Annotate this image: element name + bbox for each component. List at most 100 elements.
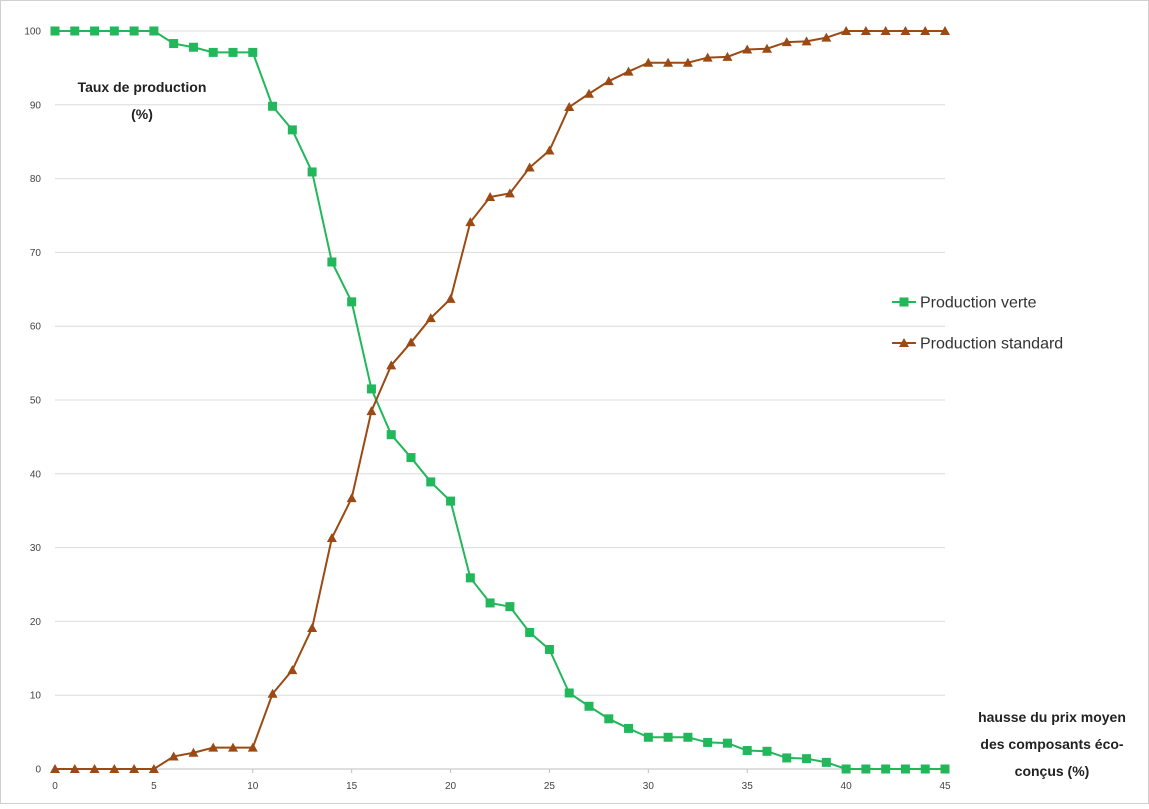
legend-marker-production-verte (899, 297, 909, 307)
data-point-production-standard (109, 764, 120, 773)
data-point-production-standard (603, 76, 614, 86)
y-tick-label-50: 50 (30, 396, 42, 407)
data-point-production-standard (564, 102, 575, 112)
series (50, 26, 950, 774)
data-point-production-standard (940, 26, 950, 35)
data-point-production-standard (504, 188, 515, 198)
data-point-production-standard (682, 57, 693, 67)
data-point-production-verte (782, 753, 792, 763)
data-point-production-standard (702, 52, 713, 62)
legend-item-production-standard: Production standard (892, 336, 1063, 353)
data-point-production-standard (247, 742, 258, 752)
data-point-production-verte (683, 732, 693, 742)
data-point-production-standard (386, 360, 397, 370)
data-point-production-standard (524, 162, 535, 172)
data-point-production-standard (188, 747, 199, 757)
data-point-production-standard (584, 88, 594, 98)
data-point-production-standard (346, 493, 357, 503)
data-point-production-standard (643, 57, 654, 67)
data-point-production-verte (406, 453, 416, 463)
data-point-production-verte (446, 496, 456, 506)
data-point-production-standard (267, 688, 278, 698)
data-point-production-standard (445, 293, 456, 303)
data-point-production-verte (841, 764, 851, 774)
x-tick-label-30: 30 (643, 781, 655, 792)
data-point-production-standard (89, 764, 100, 773)
data-point-production-verte (643, 732, 653, 742)
legend-item-production-verte: Production verte (892, 295, 1037, 312)
x-axis-label-line-1: hausse du prix moyen (978, 709, 1126, 725)
data-point-production-standard (920, 26, 931, 35)
data-point-production-verte (485, 598, 495, 608)
data-point-production-standard (148, 764, 159, 773)
data-point-production-verte (366, 384, 376, 394)
data-point-production-standard (742, 44, 753, 54)
x-tick-label-10: 10 (247, 781, 259, 792)
data-point-production-verte (525, 627, 535, 637)
x-axis-label-line-2: des composants éco- (980, 736, 1123, 752)
data-point-production-standard (623, 66, 634, 76)
data-point-production-standard (287, 665, 298, 675)
data-point-production-verte (762, 746, 772, 756)
data-point-production-verte (386, 430, 396, 440)
y-tick-label-10: 10 (30, 691, 42, 702)
data-point-production-verte (50, 26, 60, 36)
data-point-production-standard (722, 51, 733, 61)
data-point-production-standard (208, 742, 219, 752)
data-point-production-standard (307, 623, 318, 633)
series-production-standard (50, 26, 950, 773)
data-point-production-verte (584, 701, 594, 711)
data-point-production-verte (268, 101, 278, 111)
data-point-production-verte (228, 47, 238, 57)
y-axis-label-line-1: Taux de production (78, 79, 207, 95)
x-tick-label-0: 0 (52, 781, 58, 792)
data-point-production-verte (149, 26, 159, 36)
data-point-production-verte (70, 26, 80, 36)
data-point-production-verte (861, 764, 871, 774)
data-point-production-standard (762, 43, 772, 53)
axes: 0 10 20 30 40 50 60 70 80 90 100 0 5 10 15 20 25 30 35 40 45 (24, 27, 951, 793)
data-point-production-standard (860, 26, 871, 35)
legend-label-production-verte: Production verte (920, 295, 1037, 312)
x-tick-label-15: 15 (346, 781, 358, 792)
data-point-production-verte (248, 47, 258, 57)
legend-label-production-standard: Production standard (920, 336, 1063, 353)
data-point-production-verte (307, 167, 317, 177)
data-point-production-verte (188, 42, 198, 52)
data-point-production-verte (940, 764, 950, 774)
data-point-production-verte (426, 477, 436, 487)
data-point-production-verte (90, 26, 100, 36)
data-point-production-verte (920, 764, 930, 774)
data-point-production-standard (326, 533, 337, 543)
data-point-production-verte (663, 732, 673, 742)
data-point-production-standard (485, 192, 496, 202)
data-point-production-standard (900, 26, 911, 35)
data-point-production-standard (821, 32, 832, 42)
data-point-production-verte (327, 257, 337, 267)
y-tick-label-100: 100 (24, 27, 41, 38)
data-point-production-verte (129, 26, 139, 36)
x-tick-label-25: 25 (544, 781, 556, 792)
data-point-production-standard (465, 217, 476, 227)
data-point-production-verte (544, 644, 554, 654)
data-point-production-verte (169, 39, 179, 49)
data-point-production-verte (900, 764, 910, 774)
data-point-production-standard (50, 764, 60, 773)
data-point-production-verte (624, 723, 634, 733)
data-point-production-verte (742, 746, 752, 756)
x-axis-label-line-3: conçus (%) (1015, 763, 1090, 779)
x-tick-label-40: 40 (841, 781, 853, 792)
data-point-production-standard (801, 36, 812, 46)
data-point-production-verte (604, 714, 614, 724)
grid (55, 30, 945, 770)
data-point-production-verte (109, 26, 119, 36)
data-point-production-verte (287, 125, 297, 135)
data-point-production-standard (168, 751, 179, 761)
legend-marker-production-standard (899, 338, 909, 347)
data-point-production-standard (781, 37, 792, 47)
data-point-production-standard (544, 145, 555, 155)
y-tick-label-40: 40 (30, 469, 42, 480)
data-point-production-verte (722, 738, 732, 748)
data-point-production-standard (841, 26, 852, 35)
